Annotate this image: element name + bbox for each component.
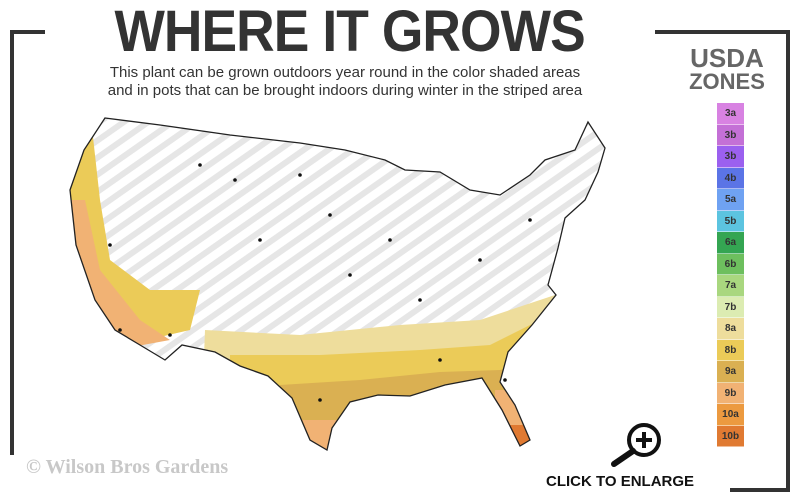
legend-title-usda: USDA bbox=[690, 43, 764, 73]
legend-zone-10a: 10a bbox=[717, 404, 744, 426]
subtitle-line-2: and in pots that can be brought indoors … bbox=[107, 82, 583, 99]
city-dots bbox=[108, 163, 532, 402]
frame-left bbox=[10, 30, 14, 455]
legend-zone-8b: 8b bbox=[717, 339, 744, 361]
frame-top-left bbox=[10, 30, 45, 34]
frame-right bbox=[786, 30, 790, 492]
legend-zone-6a: 6a bbox=[717, 232, 744, 254]
legend-zone-6b: 6b bbox=[717, 253, 744, 275]
zone-9b bbox=[300, 390, 530, 450]
magnifier-plus-icon[interactable] bbox=[608, 420, 664, 468]
copyright-watermark: © Wilson Bros Gardens bbox=[26, 456, 229, 478]
us-hardiness-map[interactable] bbox=[60, 105, 620, 455]
legend-zone-3b: 3b bbox=[717, 146, 744, 168]
legend-zone-5a: 5a bbox=[717, 189, 744, 211]
legend-zone-9b: 9b bbox=[717, 382, 744, 404]
page-title: WHERE IT GROWS bbox=[114, 0, 585, 64]
legend-zone-3b: 3b bbox=[717, 124, 744, 146]
legend-title: USDA ZONES bbox=[672, 43, 782, 94]
frame-bottom-right bbox=[730, 488, 790, 492]
legend-zone-3a: 3a bbox=[717, 103, 744, 125]
subtitle: This plant can be grown outdoors year ro… bbox=[50, 64, 640, 100]
legend-zone-10b: 10b bbox=[717, 425, 744, 447]
legend-title-zones: ZONES bbox=[689, 69, 765, 94]
legend-zone-5b: 5b bbox=[717, 210, 744, 232]
zone-legend: 3a 3b 3b 4b 5a 5b 6a 6b 7a 7b 8a 8b 9a 9b 10a 10b bbox=[717, 103, 744, 447]
frame-top-right bbox=[655, 30, 790, 34]
legend-zone-7a: 7a bbox=[717, 275, 744, 297]
click-to-enlarge-link[interactable]: CLICK TO ENLARGE bbox=[546, 473, 695, 490]
legend-zone-9a: 9a bbox=[717, 361, 744, 383]
legend-zone-4b: 4b bbox=[717, 167, 744, 189]
legend-zone-7b: 7b bbox=[717, 296, 744, 318]
legend-zone-8a: 8a bbox=[717, 318, 744, 340]
zone-10b bbox=[510, 425, 535, 450]
subtitle-line-1: This plant can be grown outdoors year ro… bbox=[109, 64, 581, 81]
